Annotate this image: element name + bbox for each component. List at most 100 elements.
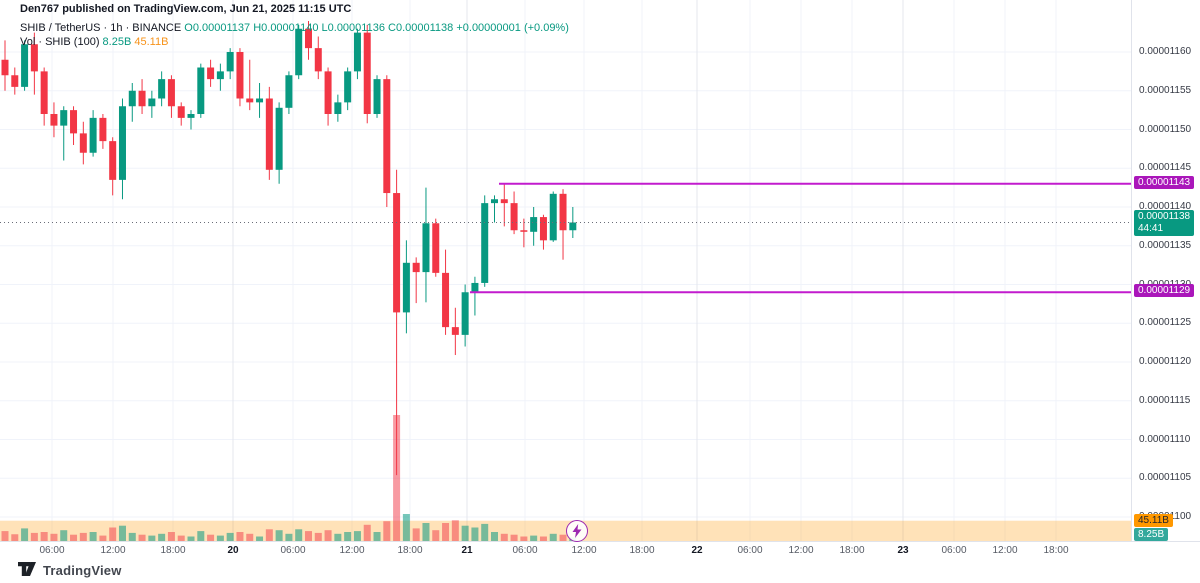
volume-bar [471,527,479,541]
candle-body [520,230,528,232]
volume-bar [549,533,557,541]
countdown: 44:41 [1138,222,1164,234]
boost-lightning-button[interactable] [566,520,588,542]
chart-legend: SHIB / TetherUS · 1h · BINANCE O0.000011… [20,21,569,49]
candle-body [402,262,410,313]
volume-bar [1,531,9,541]
time-tick-label: 06:00 [512,545,538,556]
volume-bar [363,524,371,541]
price-tick-label: 0.00001145 [1139,162,1192,174]
price-tick-label: 0.00001135 [1139,239,1192,251]
volume-bar [422,523,430,541]
candle-body [344,71,352,103]
time-axis[interactable]: 06:00 12:00 18:00 20 06:00 12:00 18:00 21 06:00 1… [0,541,1131,559]
candle-body [353,32,361,72]
candle-body [177,106,185,118]
volume-ma-badge: 45.11B [1134,514,1173,527]
price-tick-label: 0.00001105 [1139,472,1192,484]
candle-body [549,193,557,241]
candle-body [314,48,322,72]
volume-current-badge: 8.25B [1134,528,1169,541]
candle-body [569,222,577,231]
volume-bar [520,536,528,541]
time-tick-label: 22 [691,545,703,556]
volume-bar [393,415,401,541]
published-text: Den767 published on TradingView.com, Jun… [20,3,352,15]
candle-body [481,203,489,283]
volume-bar [50,533,58,541]
time-tick-label: 18:00 [160,545,186,556]
chart-pane[interactable] [0,0,1131,541]
candle-body [393,193,401,313]
volume-value: 8.25B [102,36,132,48]
price-axis[interactable]: 0.00001160 0.00001155 0.00001150 0.00001145… [1131,0,1200,541]
volume-legend[interactable]: Vol · SHIB (100) 8.25B 45.11B [20,35,569,49]
candle-body [30,44,38,72]
candle-body [432,223,440,273]
candle-body [491,199,498,204]
tradingview-logo[interactable]: TradingView [18,562,122,578]
lightning-icon [572,524,582,538]
candle-body [50,114,58,126]
volume-bar [236,532,244,541]
time-tick-label: 20 [227,545,239,556]
volume-bar [30,532,38,541]
volume-bar [226,532,234,541]
volume-bar [559,534,567,541]
price-tick-label: 0.00001120 [1139,356,1192,367]
volume-bar [412,528,420,541]
candle-body [383,79,391,194]
volume-bar [500,533,508,541]
volume-bar [334,533,342,541]
volume-bar [158,533,166,541]
time-tick-label: 12:00 [100,545,126,556]
high-value: 0.00001140 [261,22,319,34]
volume-bar [285,533,293,541]
volume-bar [197,531,205,541]
time-tick-label: 18:00 [397,545,423,556]
symbol-legend[interactable]: SHIB / TetherUS · 1h · BINANCE O0.000011… [20,21,569,35]
candle-body [216,71,224,80]
volume-bar [177,535,185,541]
volume-bar [491,532,498,541]
candle-body [412,262,420,273]
candle-body [148,98,156,107]
volume-bar [11,534,19,541]
candle-body [500,199,508,204]
candle-body [295,28,303,76]
candle-body [304,28,312,49]
candle-body [363,32,371,114]
high-label: H [253,22,262,34]
volume-bar [442,523,450,541]
candle-body [118,106,126,180]
time-tick-label: 06:00 [941,545,967,556]
volume-bar [70,534,78,541]
candle-body [461,292,469,335]
volume-bar [383,521,391,541]
volume-bar [461,525,469,541]
candlestick-chart[interactable] [0,0,1131,541]
volume-bar [304,531,312,541]
time-tick-label: 12:00 [992,545,1018,556]
volume-bar [216,535,224,541]
volume-bar [148,535,156,541]
volume-bar [138,534,146,541]
tradingview-logo-icon [18,562,36,576]
candle-body [510,203,518,231]
volume-bar [530,535,538,541]
volume-bar [167,532,175,541]
candle-body [324,71,332,114]
volume-bar [99,535,107,541]
candle-body [422,223,430,273]
volume-bar [451,520,459,541]
volume-bar [353,531,361,541]
volume-bar [373,532,381,541]
volume-bar [432,530,440,541]
volume-ma-value: 45.11B [134,36,169,48]
price-tick-label: 0.00001160 [1139,46,1192,57]
candle-body [442,272,450,328]
volume-bar [118,525,126,541]
time-tick-label: 06:00 [39,545,65,556]
volume-bar [246,533,254,541]
candle-body [109,141,117,180]
